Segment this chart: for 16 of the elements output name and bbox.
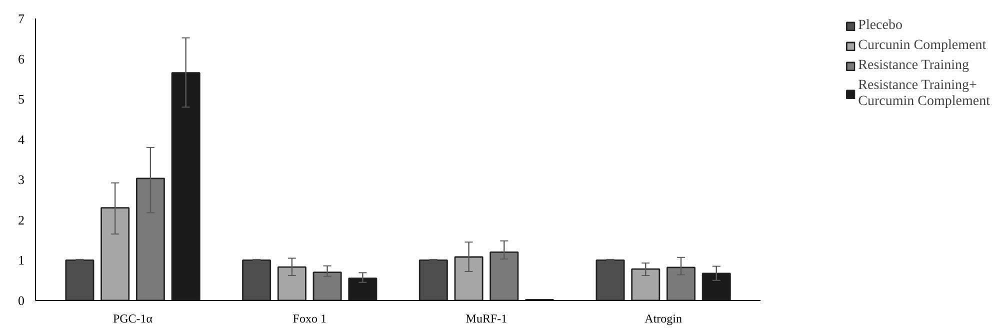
y-tick-label: 0 [18, 293, 24, 308]
y-tick-label: 7 [18, 11, 25, 26]
legend-label: Curcunin Complement [858, 38, 986, 54]
y-tick-label: 1 [18, 252, 24, 268]
y-tick-label: 3 [18, 172, 24, 188]
y-tick-label: 4 [18, 132, 25, 147]
x-tick-label: MuRF-1 [466, 312, 508, 326]
x-tick-label: Atrogin [644, 312, 682, 326]
legend-label: Resistance Training [858, 58, 970, 74]
x-tick-label: Foxo 1 [292, 312, 326, 326]
y-tick-label: 5 [18, 92, 24, 107]
legend-label: Plecebo [858, 18, 902, 34]
y-tick-label: 2 [18, 212, 24, 228]
y-tick-label: 6 [18, 51, 25, 66]
x-tick-label: PGC-1α [112, 312, 154, 326]
legend-label: Resistance Training+ Curcumin Complement [858, 78, 990, 110]
